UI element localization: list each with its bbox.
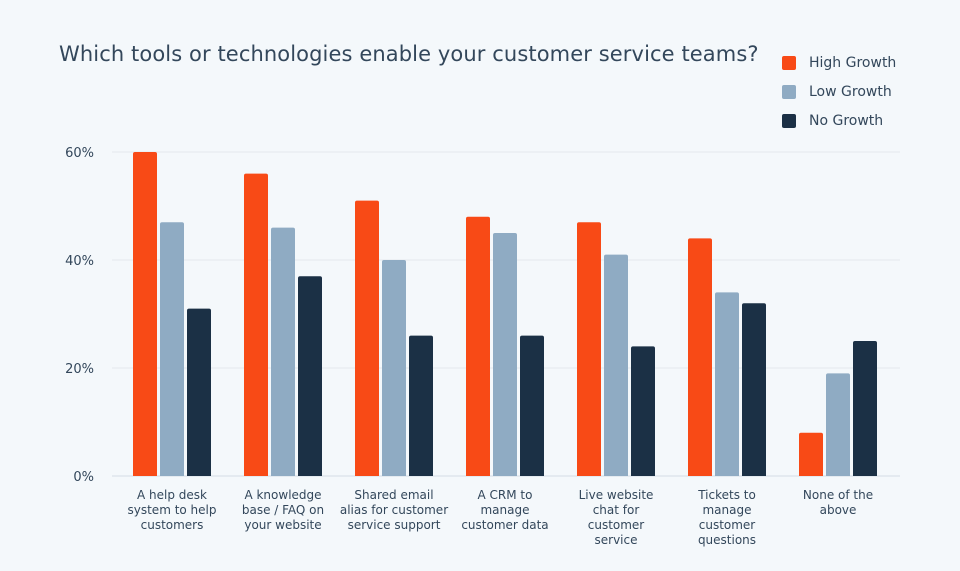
legend-label: Low Growth — [809, 83, 892, 100]
legend-label: No Growth — [809, 112, 884, 129]
x-category-line: A help desk — [137, 488, 207, 502]
bar-no-growth — [631, 346, 655, 476]
x-category-label: Tickets to manage customer questions — [697, 488, 756, 547]
legend-swatch — [782, 84, 796, 99]
x-category-line: system to help — [128, 503, 217, 517]
bar-low-growth — [271, 227, 295, 476]
y-tick-label: 0% — [73, 470, 94, 485]
bar-low-growth — [715, 292, 739, 476]
legend-item-no-growth: No Growth — [782, 106, 896, 135]
x-category-line: manage — [480, 503, 529, 517]
legend-label: High Growth — [809, 54, 897, 71]
bar-high-growth — [133, 152, 157, 476]
x-category-line: Tickets to — [697, 488, 756, 502]
x-category-label: Live website chat for customer service — [579, 488, 654, 547]
x-category-line: base / FAQ on — [242, 503, 324, 517]
bar-high-growth — [577, 222, 601, 476]
bar-low-growth — [160, 222, 184, 476]
x-category-label: A help desk system to help customers — [128, 488, 217, 532]
x-category-label: A CRM to manage customer data — [461, 488, 548, 532]
legend-item-high-growth: High Growth — [782, 48, 896, 77]
x-category-line: customer — [588, 518, 645, 532]
x-category-label: None of the above — [803, 488, 873, 517]
bar-no-growth — [520, 335, 544, 476]
x-category-line: A CRM to — [478, 488, 533, 502]
bar-no-growth — [742, 303, 766, 476]
bar-low-growth — [604, 254, 628, 476]
x-category-line: customers — [141, 518, 204, 532]
x-category-line: chat for — [593, 503, 640, 517]
x-category-line: A knowledge — [244, 488, 321, 502]
x-category-line: None of the — [803, 488, 873, 502]
x-category-line: manage — [702, 503, 751, 517]
x-category-line: customer data — [461, 518, 548, 532]
x-category-line: Live website — [579, 488, 654, 502]
bar-no-growth — [853, 341, 877, 476]
bar-no-growth — [409, 335, 433, 476]
y-tick-label: 60% — [65, 146, 94, 161]
bar-high-growth — [466, 216, 490, 477]
bar-no-growth — [298, 276, 322, 476]
legend-item-low-growth: Low Growth — [782, 77, 896, 106]
legend-swatch — [782, 113, 796, 128]
chart-title: Which tools or technologies enable your … — [59, 42, 759, 66]
bar-no-growth — [187, 308, 211, 476]
bar-low-growth — [382, 260, 406, 476]
x-category-line: above — [820, 503, 857, 517]
y-tick-label: 20% — [65, 362, 94, 377]
x-category-line: service support — [348, 518, 441, 532]
bar-high-growth — [244, 173, 268, 476]
legend: High Growth Low Growth No Growth — [782, 48, 896, 135]
x-category-line: alias for customer — [340, 503, 448, 517]
x-category-line: service — [595, 533, 638, 547]
x-category-label: Shared email alias for customer service su… — [340, 488, 448, 532]
x-category-line: customer — [699, 518, 756, 532]
y-tick-label: 40% — [65, 254, 94, 269]
x-category-line: questions — [698, 533, 756, 547]
bar-high-growth — [799, 432, 823, 476]
x-category-line: Shared email — [354, 488, 433, 502]
bar-low-growth — [826, 373, 850, 476]
x-category-label: A knowledge base / FAQ on your website — [242, 488, 324, 532]
x-category-line: your website — [244, 518, 321, 532]
bar-high-growth — [688, 238, 712, 476]
bar-high-growth — [355, 200, 379, 476]
bar-low-growth — [493, 233, 517, 476]
legend-swatch — [782, 55, 796, 70]
